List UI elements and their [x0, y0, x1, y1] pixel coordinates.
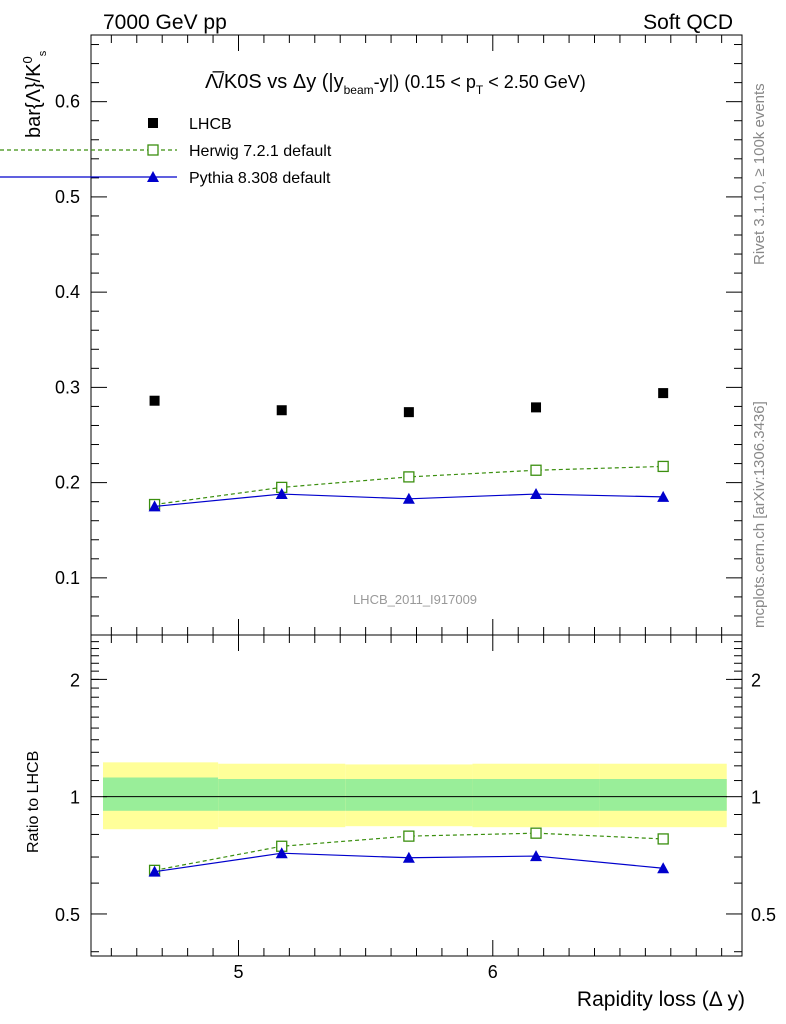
- ratio-point-1: [530, 827, 542, 839]
- data-point-1: [403, 471, 415, 483]
- stat-uncertainty-band: [103, 777, 219, 811]
- ratio-bands: [103, 762, 727, 830]
- ratio-y-tick-label-right: 2: [751, 670, 761, 690]
- data-point-2: [275, 488, 288, 500]
- legend-label-pythia: Pythia 8.308 default: [189, 170, 331, 187]
- x-axis-label: Rapidity loss (Δ y): [577, 988, 745, 1011]
- data-point-0: [531, 402, 542, 413]
- legend: LHCB Herwig 7.2.1 default Pythia 8.308 d…: [0, 116, 332, 187]
- ratio-y-tick-label-right: 1: [751, 788, 761, 808]
- main-y-tick-label: 0.5: [55, 187, 80, 207]
- stat-uncertainty-band: [472, 779, 600, 811]
- stat-uncertainty-band: [599, 779, 727, 811]
- x-tick-label: 6: [488, 962, 498, 982]
- main-y-label-sub: s: [37, 50, 49, 56]
- data-point-0: [149, 395, 160, 406]
- main-y-label: bar{Λ}/K0s: [20, 50, 49, 138]
- ratio-point-2: [657, 862, 670, 874]
- data-point-1: [657, 460, 669, 473]
- stat-uncertainty-band: [345, 779, 473, 811]
- main-y-tick-label: 0.6: [55, 92, 80, 112]
- title-beam-sub: beam: [344, 83, 374, 97]
- main-y-tick-label: 0.4: [55, 282, 80, 302]
- x-tick-label: 5: [233, 962, 243, 982]
- data-point-2: [148, 500, 161, 512]
- axis-ticks: [91, 35, 742, 956]
- title-lead: Λ̅/K0S vs Δy (|y: [205, 70, 344, 93]
- ratio-y-tick-label: 1: [70, 788, 80, 808]
- ratio-series-line-1: [154, 832, 664, 871]
- legend-marker-pythia: [147, 171, 159, 182]
- ratio-y-tick-label: 2: [70, 670, 80, 690]
- title-tail: < 2.50 GeV): [483, 72, 586, 92]
- ratio-point-2: [148, 865, 161, 877]
- main-y-label-text: bar{Λ}/K: [23, 63, 45, 138]
- data-marks: [148, 388, 670, 877]
- ratio-point-1: [657, 833, 669, 845]
- main-y-tick-label: 0.3: [55, 377, 80, 397]
- ratio-point-2: [402, 851, 415, 863]
- main-y-label-sup: 0: [20, 56, 35, 63]
- legend-label-herwig: Herwig 7.2.1 default: [189, 143, 332, 160]
- rivet-label: Rivet 3.1.10, ≥ 100k events: [751, 83, 768, 265]
- ratio-y-tick-label: 0.5: [55, 905, 80, 925]
- ratio-point-1: [403, 830, 415, 842]
- legend-marker-lhcb: [148, 118, 158, 128]
- chart-title: Λ̅/K0S vs Δy (|ybeam-y|) (0.15 < pT < 2.…: [205, 70, 586, 97]
- data-point-2: [402, 492, 415, 504]
- stat-uncertainty-band: [218, 779, 346, 811]
- ratio-y-label: Ratio to LHCB: [25, 751, 42, 853]
- ratio-point-2: [530, 850, 543, 862]
- data-point-2: [530, 488, 543, 500]
- analysis-watermark: LHCB_2011_I917009: [353, 592, 477, 607]
- main-y-tick-label: 0.1: [55, 568, 80, 588]
- data-point-0: [276, 405, 287, 416]
- legend-label-lhcb: LHCB: [189, 116, 232, 133]
- main-y-tick-label: 0.2: [55, 473, 80, 493]
- header-left: 7000 GeV pp: [103, 11, 227, 34]
- title-mid: -y|) (0.15 < p: [374, 72, 476, 92]
- mcplots-label: mcplots.cern.ch [arXiv:1306.3436]: [751, 401, 768, 628]
- axis-tick-labels: 5 6 0.1 0.2 0.3 0.4 0.5 0.6 0.5 0.5 1 1 2 2: [55, 92, 776, 982]
- ratio-point-2: [275, 847, 288, 859]
- ratio-y-tick-label-right: 0.5: [751, 905, 776, 925]
- data-point-0: [403, 407, 414, 418]
- data-point-0: [658, 388, 669, 399]
- title-pt-sub: T: [476, 83, 484, 97]
- data-point-1: [530, 464, 542, 476]
- data-point-2: [657, 490, 670, 502]
- legend-marker-herwig: [147, 144, 159, 156]
- header-right: Soft QCD: [643, 11, 733, 34]
